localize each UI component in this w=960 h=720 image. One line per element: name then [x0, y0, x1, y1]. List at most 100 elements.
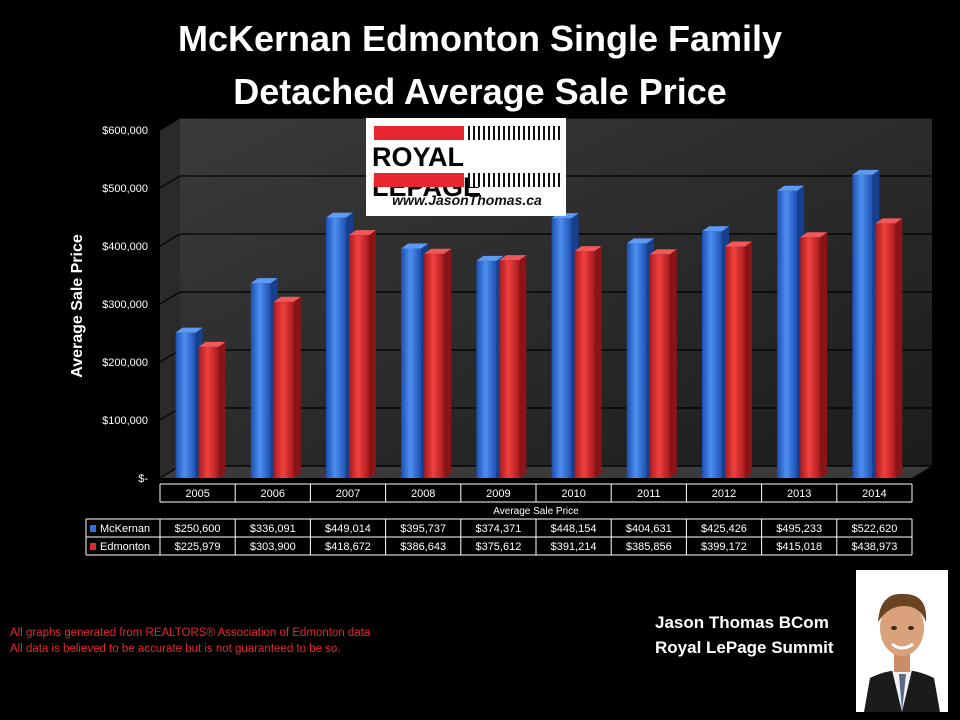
bar-top	[649, 249, 677, 255]
data-label: $522,620	[851, 523, 897, 535]
data-label: $415,018	[776, 541, 822, 553]
bar-top	[800, 232, 828, 238]
legend-swatch-mckernan	[90, 525, 96, 532]
bar-mckernan-2014	[852, 169, 880, 478]
bar-mckernan-2008	[401, 243, 429, 478]
bar-top	[875, 218, 903, 224]
bar-top	[349, 230, 376, 236]
bar-front	[852, 174, 873, 478]
bar-mckernan-2009	[476, 255, 504, 478]
footnote-source: All graphs generated from REALTORS® Asso…	[10, 627, 371, 639]
bar-front	[250, 283, 271, 478]
y-tick-label: $400,000	[102, 241, 148, 253]
royal-lepage-logo: ROYAL LEPAGE www.JasonThomas.ca	[366, 118, 566, 216]
bar-top	[852, 169, 880, 175]
footnote-disclaimer: All data is believed to be accurate but …	[10, 643, 341, 655]
agent-name: Jason Thomas BCom	[655, 613, 829, 632]
data-label: $404,631	[626, 523, 672, 535]
x-tick-label: 2011	[637, 488, 661, 500]
data-table: 2005 2006 2007 2008 2009 2010 2011 2012 2013 2014…	[85, 483, 913, 556]
data-label: $395,737	[400, 523, 446, 535]
y-tick-label: $300,000	[102, 299, 148, 311]
y-tick-label: $500,000	[102, 183, 148, 195]
bar-side	[369, 230, 376, 478]
data-label: $375,612	[475, 541, 521, 553]
bar-front	[273, 301, 294, 478]
bar-front	[800, 237, 821, 478]
bar-mckernan-2007	[326, 212, 353, 478]
bar-top	[702, 226, 729, 232]
bar-side	[820, 232, 828, 478]
bar-mckernan-2012	[702, 226, 729, 478]
legend-label-mckernan: McKernan	[100, 523, 150, 535]
data-label: $495,233	[776, 523, 822, 535]
x-tick-label: 2008	[411, 488, 435, 500]
gridline	[159, 291, 932, 305]
logo-tick-pattern-bottom	[468, 173, 560, 187]
legend-label-edmonton: Edmonton	[100, 541, 150, 553]
gridline	[159, 175, 932, 189]
x-tick-label: 2009	[486, 488, 510, 500]
chart-title-line-1: McKernan Edmonton Single Family	[177, 18, 783, 59]
bar-front	[175, 332, 196, 478]
x-tick-label: 2006	[261, 488, 285, 500]
y-tick-label: $100,000	[102, 415, 148, 427]
bar-front	[198, 346, 219, 478]
bar-edmonton-2014	[875, 218, 903, 478]
chart-title-line-2: Detached Average Sale Price	[233, 71, 727, 112]
bar-front	[499, 260, 520, 478]
bar-top	[198, 341, 226, 347]
bar-top	[725, 241, 752, 247]
bar-side	[519, 255, 527, 478]
bar-front	[476, 260, 497, 478]
agent-company: Royal LePage Summit	[655, 638, 834, 657]
bar-top	[626, 238, 654, 244]
bar-front	[424, 253, 445, 478]
x-tick-label: 2005	[185, 488, 209, 500]
bar-front	[702, 231, 722, 478]
logo-red-bar-bottom	[374, 173, 464, 187]
bar-side	[895, 218, 903, 478]
bar-front	[649, 254, 670, 478]
logo-website: www.JasonThomas.ca	[392, 192, 542, 208]
data-label: $250,600	[175, 523, 221, 535]
y-axis-label: Average Sale Price	[69, 234, 86, 378]
bar-top	[401, 243, 429, 249]
bar-top	[476, 255, 504, 261]
bar-mckernan-2005	[175, 327, 203, 478]
y-tick-label: $600,000	[102, 125, 148, 137]
bar-front	[574, 251, 595, 478]
bar-top	[777, 185, 805, 191]
bar-edmonton-2012	[725, 241, 752, 478]
y-tick-label: $200,000	[102, 357, 148, 369]
agent-photo	[856, 570, 948, 712]
bar-front	[875, 223, 896, 478]
bar-side	[218, 341, 226, 478]
logo-tick-pattern-top	[468, 126, 560, 140]
x-tick-label: 2012	[712, 488, 736, 500]
data-label: $418,672	[325, 541, 371, 553]
legend-swatch-edmonton	[90, 543, 96, 550]
bar-mckernan-2011	[626, 238, 654, 478]
bar-top	[499, 255, 527, 261]
data-label: $303,900	[250, 541, 296, 553]
bar-side	[669, 249, 677, 478]
gridline	[159, 117, 932, 131]
y-axis-ticks: $- $100,000 $200,000 $300,000 $400,000 $500,0…	[102, 125, 148, 485]
bar-edmonton-2006	[273, 296, 301, 478]
bar-mckernan-2013	[777, 185, 805, 478]
bar-front	[326, 217, 346, 478]
bar-top	[326, 212, 353, 218]
bar-edmonton-2007	[349, 230, 376, 478]
x-tick-label: 2014	[862, 488, 886, 500]
bar-edmonton-2013	[800, 232, 828, 478]
bar-front	[349, 235, 369, 478]
bar-top	[273, 296, 301, 302]
bar-top	[250, 278, 278, 284]
gridline	[159, 233, 932, 247]
bar-edmonton-2011	[649, 249, 677, 478]
bar-edmonton-2010	[574, 246, 602, 478]
data-label: $391,214	[551, 541, 597, 553]
bar-front	[777, 190, 798, 478]
x-tick-label: 2010	[561, 488, 585, 500]
